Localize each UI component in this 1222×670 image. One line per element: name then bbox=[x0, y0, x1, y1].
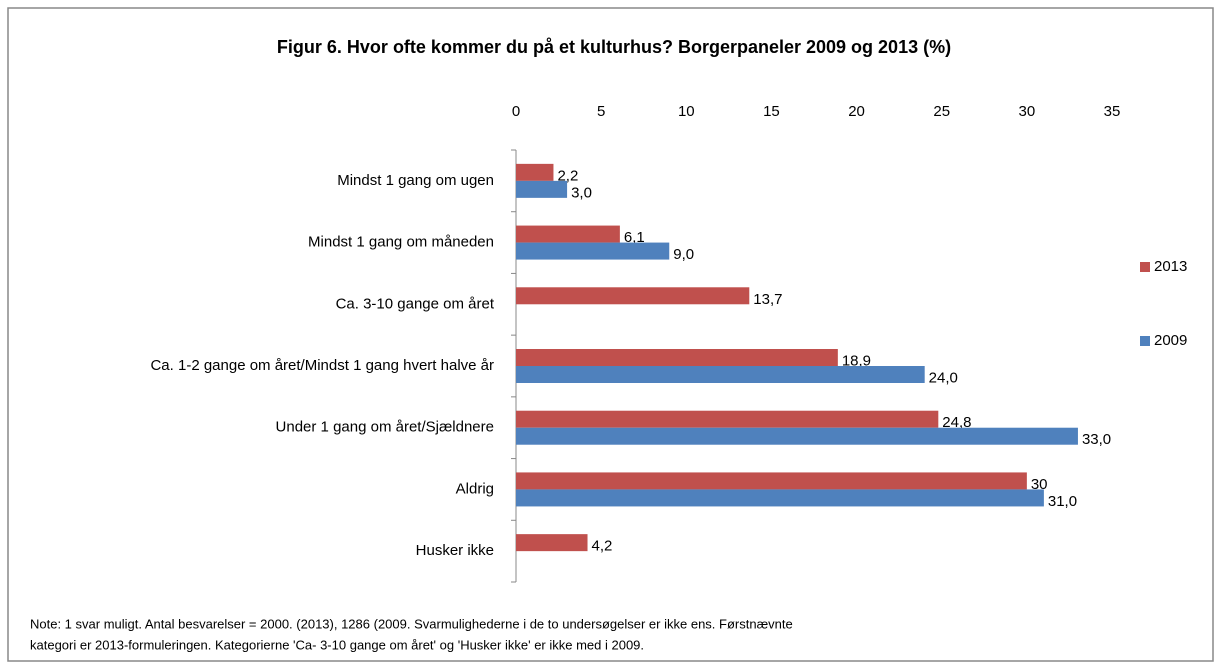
bar bbox=[516, 242, 670, 260]
bar bbox=[516, 225, 620, 243]
bar bbox=[516, 287, 750, 305]
y-tick-label: Mindst 1 gang om måneden bbox=[308, 234, 494, 251]
x-tick-label: 10 bbox=[678, 103, 695, 120]
x-tick-label: 5 bbox=[597, 103, 605, 120]
bar bbox=[516, 180, 568, 198]
legend-swatch bbox=[1140, 336, 1150, 346]
bar bbox=[516, 534, 588, 552]
x-tick-label: 35 bbox=[1104, 103, 1121, 120]
y-tick-label: Under 1 gang om året/Sjældnere bbox=[276, 419, 494, 436]
chart-border bbox=[7, 7, 1214, 662]
legend-swatch bbox=[1140, 262, 1150, 272]
bar bbox=[516, 366, 925, 383]
data-label: 4,2 bbox=[592, 538, 613, 555]
x-tick-label: 0 bbox=[512, 103, 520, 120]
bar bbox=[516, 489, 1044, 507]
data-label: 31,0 bbox=[1048, 493, 1077, 510]
bar bbox=[516, 472, 1027, 490]
data-label: 33,0 bbox=[1082, 431, 1111, 448]
data-label: 18,9 bbox=[842, 352, 871, 369]
y-tick-label: Ca. 3-10 gange om året bbox=[336, 295, 495, 312]
x-tick-label: 30 bbox=[1019, 103, 1036, 120]
legend-label: 2009 bbox=[1154, 332, 1187, 349]
data-label: 30 bbox=[1031, 476, 1048, 493]
bar bbox=[516, 410, 939, 428]
x-tick-label: 25 bbox=[933, 103, 950, 120]
note: Note: 1 svar muligt. Antal besvarelser =… bbox=[30, 616, 793, 631]
bar bbox=[516, 427, 1078, 445]
data-label: 24,8 bbox=[942, 414, 971, 431]
data-label: 2,2 bbox=[557, 167, 578, 184]
chart-title: Figur 6. Hvor ofte kommer du på et kultu… bbox=[277, 37, 951, 57]
data-label: 24,0 bbox=[929, 369, 958, 386]
y-tick-label: Mindst 1 gang om ugen bbox=[337, 172, 494, 189]
y-tick-label: Ca. 1-2 gange om året/Mindst 1 gang hver… bbox=[150, 357, 494, 374]
x-tick-label: 15 bbox=[763, 103, 780, 120]
bar bbox=[516, 163, 554, 181]
bar bbox=[516, 349, 838, 366]
data-label: 13,7 bbox=[753, 291, 782, 308]
data-label: 9,0 bbox=[673, 246, 694, 263]
data-label: 6,1 bbox=[624, 229, 645, 246]
y-tick-label: Aldrig bbox=[456, 480, 494, 497]
y-tick-label: Husker ikke bbox=[416, 542, 494, 559]
x-tick-label: 20 bbox=[848, 103, 865, 120]
note: kategori er 2013-formuleringen. Kategori… bbox=[30, 637, 644, 652]
data-label: 3,0 bbox=[571, 184, 592, 201]
legend-label: 2013 bbox=[1154, 258, 1187, 275]
